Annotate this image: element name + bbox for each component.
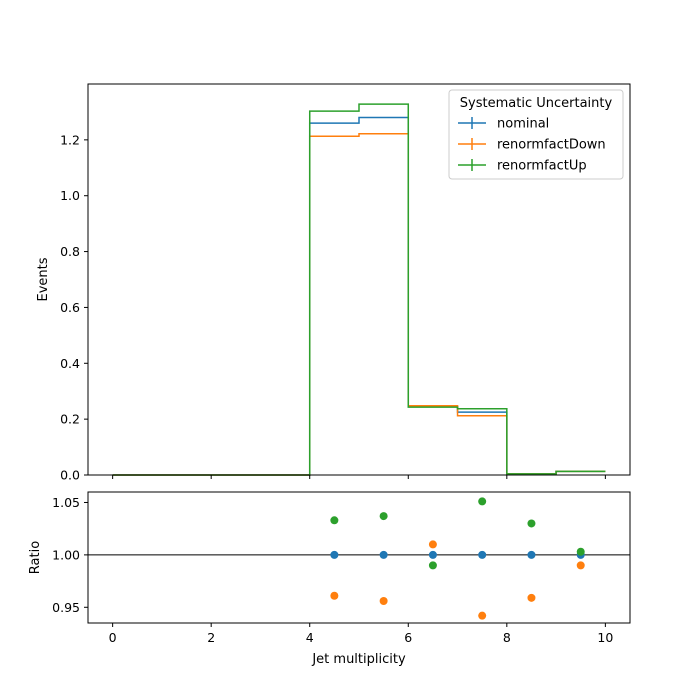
main-x-ticks bbox=[112, 475, 606, 479]
ratio-axes-frame bbox=[87, 491, 631, 624]
ratio-point-renormfactUp bbox=[330, 516, 339, 525]
ratio-point-renormfactUp bbox=[576, 547, 585, 556]
main-y-tick-label: 0.2 bbox=[60, 412, 80, 427]
legend: Systematic Uncertainty nominal renormfact… bbox=[448, 89, 624, 180]
ratio-panel: 0.95 1.00 1.05 0 2 4 6 8 10 Ratio Jet multiplic… bbox=[28, 491, 631, 667]
main-y-tick-label: 0.6 bbox=[60, 300, 80, 315]
ratio-x-tick-label: 0 bbox=[109, 630, 117, 645]
ratio-point-renormfactUp bbox=[527, 519, 536, 528]
ratio-point-renormfactDown bbox=[576, 561, 585, 570]
legend-label: nominal bbox=[497, 117, 549, 132]
ratio-point-nominal bbox=[330, 550, 339, 559]
legend-title: Systematic Uncertainty bbox=[460, 96, 613, 111]
ratio-point-renormfactUp bbox=[478, 497, 487, 506]
ratio-y-tick-label: 0.95 bbox=[52, 600, 80, 615]
ratio-points bbox=[330, 497, 585, 620]
main-histogram-panel: 0.0 0.2 0.4 0.6 0.8 1.0 1.2 Events Systematic … bbox=[36, 83, 631, 483]
ratio-point-renormfactDown bbox=[379, 596, 388, 605]
ratio-point-renormfactUp bbox=[428, 561, 437, 570]
ratio-x-tick-label: 10 bbox=[597, 630, 613, 645]
x-axis-label: Jet multiplicity bbox=[311, 652, 406, 667]
ratio-x-ticks: 0 2 4 6 8 10 bbox=[109, 623, 613, 645]
ratio-point-nominal bbox=[379, 550, 388, 559]
ratio-y-tick-label: 1.05 bbox=[52, 495, 80, 510]
main-y-axis-label: Events bbox=[36, 257, 51, 301]
ratio-point-renormfactDown bbox=[428, 540, 437, 549]
main-y-ticks: 0.0 0.2 0.4 0.6 0.8 1.0 1.2 bbox=[60, 132, 88, 483]
ratio-y-ticks: 0.95 1.00 1.05 bbox=[52, 495, 88, 615]
legend-item-renormfactDown: renormfactDown bbox=[458, 138, 606, 153]
ratio-x-tick-label: 2 bbox=[207, 630, 215, 645]
ratio-point-renormfactDown bbox=[527, 593, 536, 602]
ratio-point-nominal bbox=[478, 550, 487, 559]
legend-items: nominal renormfactDown renormfactUp bbox=[458, 117, 606, 174]
ratio-x-tick-label: 4 bbox=[306, 630, 314, 645]
ratio-point-renormfactDown bbox=[330, 591, 339, 600]
main-axes-frame bbox=[87, 83, 631, 476]
main-y-tick-label: 1.0 bbox=[60, 188, 80, 203]
main-y-tick-label: 0.8 bbox=[60, 244, 80, 259]
ratio-point-nominal bbox=[527, 550, 536, 559]
main-y-tick-label: 0.4 bbox=[60, 356, 80, 371]
ratio-point-nominal bbox=[428, 550, 437, 559]
ratio-x-tick-label: 8 bbox=[503, 630, 511, 645]
histogram-series-renormfactDown bbox=[112, 132, 606, 476]
ratio-y-tick-label: 1.00 bbox=[52, 547, 80, 562]
legend-item-renormfactUp: renormfactUp bbox=[458, 159, 587, 174]
legend-box bbox=[448, 89, 624, 180]
legend-label: renormfactDown bbox=[497, 138, 606, 153]
main-y-tick-label: 1.2 bbox=[60, 132, 80, 147]
legend-item-nominal: nominal bbox=[458, 117, 549, 132]
ratio-point-renormfactUp bbox=[379, 512, 388, 521]
ratio-x-tick-label: 6 bbox=[404, 630, 412, 645]
legend-label: renormfactUp bbox=[497, 159, 587, 174]
ratio-y-axis-label: Ratio bbox=[28, 541, 43, 574]
ratio-point-renormfactDown bbox=[478, 611, 487, 620]
main-y-tick-label: 0.0 bbox=[60, 468, 80, 483]
